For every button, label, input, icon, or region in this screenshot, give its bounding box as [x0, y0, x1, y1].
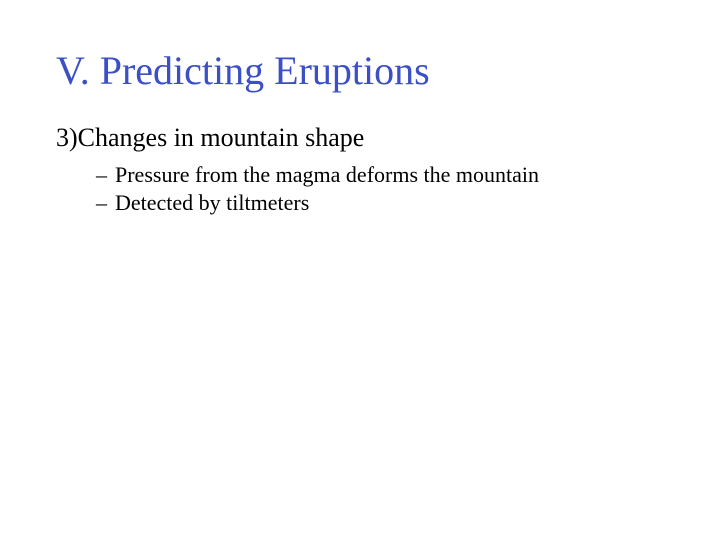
list-item: – Detected by tiltmeters [96, 189, 664, 218]
bullet-text: Pressure from the magma deforms the moun… [115, 161, 539, 190]
bullet-list: – Pressure from the magma deforms the mo… [96, 161, 664, 218]
bullet-text: Detected by tiltmeters [115, 189, 309, 218]
slide: V. Predicting Eruptions 3)Changes in mou… [0, 0, 720, 218]
bullet-dash: – [96, 161, 107, 190]
slide-subheading: 3)Changes in mountain shape [56, 122, 664, 155]
list-item: – Pressure from the magma deforms the mo… [96, 161, 664, 190]
bullet-dash: – [96, 189, 107, 218]
slide-title: V. Predicting Eruptions [56, 48, 664, 94]
